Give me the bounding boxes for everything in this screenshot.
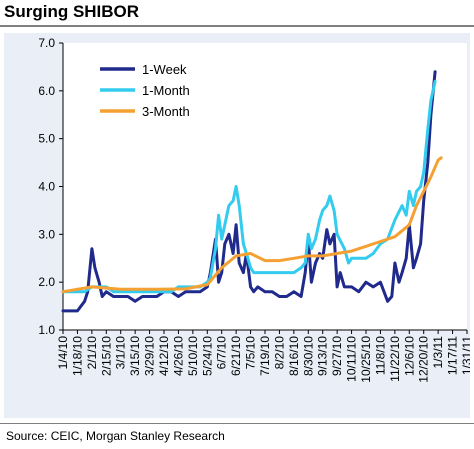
- line-chart: 1.0 2.0 3.0 4.0 5.0 6.0 7.0 1/4/10 1/18/10 2/1/10…: [38, 36, 470, 383]
- series-line-1-week: [61, 70, 437, 313]
- legend-label-3-month: 3-Month: [142, 104, 190, 119]
- x-tick-label: 4/12/10: [157, 336, 171, 376]
- chart-title: Surging SHIBOR: [4, 2, 140, 21]
- x-tick-label: 9/27/10: [330, 336, 344, 376]
- chart-panel: 1.0 2.0 3.0 4.0 5.0 6.0 7.0 1/4/10 1/18/10 2/1/10…: [4, 33, 470, 418]
- x-tick-label: 1/17/11: [446, 336, 460, 375]
- x-tick-label: 7/5/10: [244, 336, 258, 370]
- x-tick-label: 1/31/11: [460, 336, 470, 375]
- y-tick-label: 7.0: [38, 36, 55, 50]
- legend-label-1-month: 1-Month: [142, 83, 190, 98]
- x-tick-label: 1/18/10: [70, 336, 84, 376]
- x-tick-label: 3/15/10: [128, 336, 142, 376]
- x-tick-label: 6/21/10: [229, 336, 243, 376]
- series-line-3-month: [61, 156, 443, 294]
- x-tick-label: 12/20/10: [417, 336, 431, 383]
- x-tick-label: 1/3/11: [431, 336, 445, 369]
- x-tick-label: 10/11/10: [345, 336, 359, 382]
- x-tick-label: 10/25/10: [359, 336, 373, 383]
- title-divider: [0, 25, 474, 27]
- x-tick-label: 5/24/10: [200, 336, 214, 376]
- y-tick-label: 6.0: [38, 84, 55, 98]
- x-tick-label: 7/19/10: [258, 336, 272, 376]
- plot-area: [63, 43, 467, 330]
- x-tick-label: 8/16/10: [287, 336, 301, 376]
- x-tick-label: 11/8/10: [373, 336, 387, 375]
- source-divider: [0, 423, 474, 424]
- x-tick-label: 8/2/10: [272, 336, 286, 370]
- y-tick-label: 1.0: [38, 323, 55, 337]
- legend-label-1-week: 1-Week: [142, 62, 187, 77]
- x-tick-label: 2/15/10: [99, 336, 113, 376]
- y-tick-label: 3.0: [38, 227, 55, 241]
- x-tick-label: 3/29/10: [143, 336, 157, 376]
- x-tick-label: 8/30/10: [301, 336, 315, 376]
- x-tick-label: 2/1/10: [85, 336, 99, 370]
- x-tick-label: 1/4/10: [56, 336, 70, 370]
- x-tick-label: 4/26/10: [171, 336, 185, 376]
- x-tick-label: 12/6/10: [402, 336, 416, 376]
- source-note: Source: CEIC, Morgan Stanley Research: [6, 429, 225, 443]
- y-tick-label: 5.0: [38, 132, 55, 146]
- x-tick-label: 9/13/10: [316, 336, 330, 376]
- x-tick-label: 11/22/10: [388, 336, 402, 382]
- x-tick-label: 5/10/10: [186, 336, 200, 376]
- y-tick-label: 4.0: [38, 180, 55, 194]
- x-tick-label: 6/7/10: [215, 336, 229, 370]
- x-tick-label: 3/1/10: [114, 336, 128, 370]
- y-tick-label: 2.0: [38, 275, 55, 289]
